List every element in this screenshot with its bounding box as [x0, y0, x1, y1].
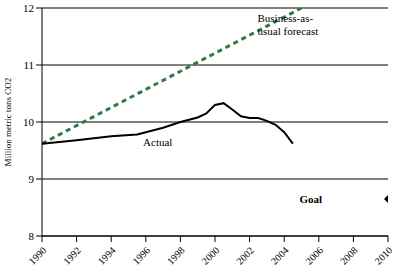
- svg-text:2000: 2000: [200, 245, 222, 267]
- svg-text:Million metric tons CO2: Million metric tons CO2: [8, 78, 13, 167]
- svg-text:11: 11: [23, 59, 34, 71]
- svg-text:12: 12: [23, 2, 34, 14]
- svg-text:9: 9: [29, 173, 35, 185]
- svg-text:1996: 1996: [130, 245, 152, 267]
- svg-text:8: 8: [29, 230, 35, 242]
- svg-text:1994: 1994: [96, 245, 118, 267]
- svg-text:10: 10: [23, 116, 35, 128]
- svg-text:1998: 1998: [165, 245, 187, 267]
- svg-text:Business-as-usual forecast: Business-as-usual forecast: [258, 12, 319, 37]
- svg-text:1992: 1992: [61, 245, 83, 267]
- svg-text:2010: 2010: [373, 245, 392, 267]
- svg-text:Goal: Goal: [299, 193, 322, 205]
- svg-text:2006: 2006: [303, 245, 325, 267]
- svg-text:1990: 1990: [27, 245, 49, 267]
- svg-text:Actual: Actual: [143, 136, 172, 148]
- svg-text:2008: 2008: [338, 245, 360, 267]
- svg-text:2004: 2004: [269, 245, 291, 267]
- svg-text:2002: 2002: [234, 245, 256, 267]
